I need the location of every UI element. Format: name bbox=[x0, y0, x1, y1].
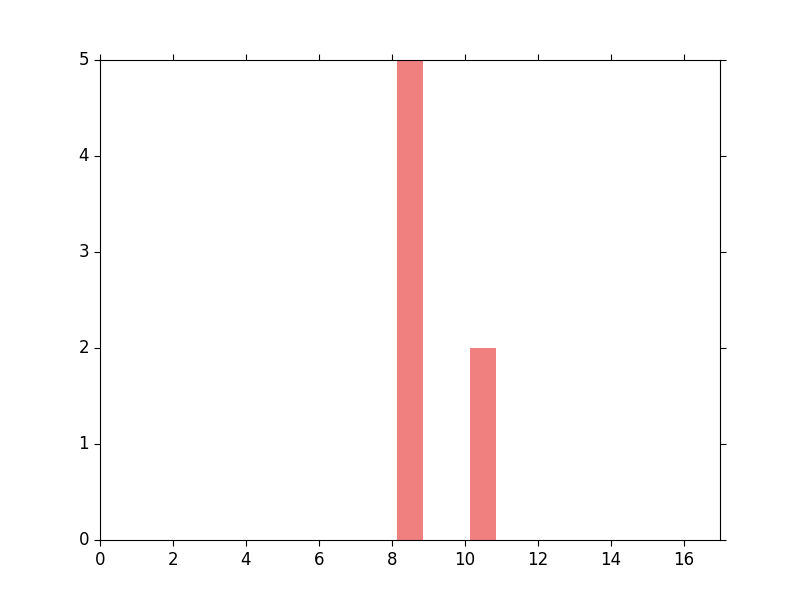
Bar bbox=[398, 60, 422, 540]
Bar bbox=[470, 348, 496, 540]
